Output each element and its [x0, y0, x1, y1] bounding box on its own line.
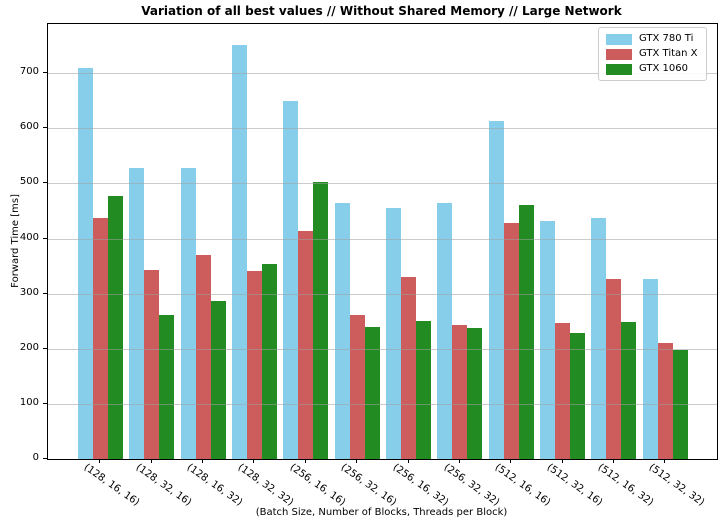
bar: [437, 203, 453, 459]
y-tick-mark: [43, 292, 47, 294]
y-tick-mark: [43, 402, 47, 404]
x-tick-label: (128, 32, 16): [133, 462, 193, 509]
y-tick-label: 700: [19, 66, 39, 78]
y-tick-label: 0: [32, 452, 39, 463]
bar: [210, 300, 226, 459]
legend-swatch-gtx-titan-x: [606, 48, 632, 60]
x-tick-label: (128, 32, 32): [236, 462, 296, 509]
gridline: [48, 128, 717, 130]
x-tick-mark: [253, 459, 255, 463]
x-tick-label: (512, 16, 16): [492, 462, 553, 509]
bar: [298, 230, 314, 459]
legend-swatch-gtx-1060: [606, 63, 632, 75]
bar: [261, 263, 277, 459]
x-tick-mark: [407, 459, 409, 463]
legend-swatch-gtx-780-ti: [606, 33, 632, 45]
bar: [231, 45, 247, 459]
gridline: [48, 238, 717, 240]
y-tick-mark: [43, 72, 47, 74]
y-tick-label: 100: [19, 396, 39, 408]
bar: [467, 328, 483, 459]
bar: [92, 217, 108, 459]
bar: [159, 315, 175, 459]
bar: [349, 315, 365, 459]
legend: GTX 780 Ti GTX Titan X GTX 1060: [598, 27, 707, 81]
legend-label: GTX 780 Ti: [639, 33, 694, 44]
bar: [540, 221, 555, 459]
x-tick-label: (512, 16, 32): [595, 462, 656, 509]
bar: [107, 196, 123, 459]
bar: [195, 255, 211, 459]
bar: [591, 218, 607, 459]
y-tick-mark: [43, 182, 47, 184]
y-tick-mark: [43, 237, 47, 239]
x-tick-label: (512, 32, 32): [646, 462, 707, 509]
y-tick-mark: [43, 458, 47, 459]
x-tick-label: (512, 32, 16): [544, 462, 604, 509]
bar: [503, 223, 519, 459]
bar: [180, 168, 196, 459]
bar: [555, 322, 570, 459]
bar: [129, 168, 145, 459]
y-tick-label: 600: [19, 121, 39, 133]
x-tick-mark: [304, 459, 306, 463]
x-tick-mark: [150, 459, 152, 463]
bar: [334, 203, 350, 459]
gridline: [48, 348, 717, 350]
y-tick-mark: [43, 127, 47, 129]
x-tick-mark: [561, 459, 563, 463]
bar: [657, 342, 673, 459]
y-tick-label: 400: [19, 231, 39, 243]
x-tick-label: (256, 16, 32): [390, 462, 450, 509]
bar: [621, 322, 637, 459]
gridline: [48, 73, 717, 75]
y-tick-label: 500: [19, 176, 39, 188]
x-tick-mark: [458, 459, 460, 463]
x-tick-mark: [510, 459, 512, 463]
x-tick-mark: [99, 459, 101, 463]
x-tick-label: (128, 16, 16): [81, 462, 142, 509]
bar: [77, 67, 93, 459]
bar: [144, 269, 160, 459]
bar: [518, 205, 534, 459]
bar: [386, 207, 401, 459]
x-tick-mark: [202, 459, 203, 463]
bar: [606, 278, 622, 459]
gridline: [48, 293, 717, 295]
bar: [416, 320, 431, 459]
chart-title: Variation of all best values // Without …: [141, 4, 622, 18]
gridline: [48, 403, 717, 405]
legend-item: GTX Titan X: [606, 48, 698, 60]
x-tick-mark: [664, 459, 666, 463]
plot-area: [47, 23, 718, 460]
legend-label: GTX Titan X: [639, 48, 698, 59]
x-tick-mark: [612, 459, 614, 463]
x-tick-label: (256, 32, 16): [338, 462, 399, 509]
gridline: [48, 183, 717, 185]
bar: [283, 101, 299, 459]
legend-item: GTX 1060: [606, 63, 698, 75]
bar: [488, 121, 504, 459]
bar: [570, 332, 585, 459]
y-tick-label: 300: [19, 286, 39, 298]
x-axis-title: (Batch Size, Number of Blocks, Threads p…: [255, 507, 508, 518]
bar: [313, 182, 329, 459]
x-tick-mark: [356, 459, 358, 463]
x-tick-label: (128, 16, 32): [184, 462, 245, 509]
bar: [401, 277, 416, 459]
y-tick-mark: [43, 347, 47, 349]
bar: [642, 278, 658, 459]
legend-label: GTX 1060: [639, 63, 688, 74]
x-tick-label: (256, 16, 16): [287, 462, 347, 509]
bar: [246, 271, 262, 459]
legend-item: GTX 780 Ti: [606, 33, 698, 45]
y-tick-label: 200: [19, 341, 39, 353]
x-tick-label: (256, 32, 32): [441, 462, 502, 509]
bar: [452, 324, 468, 459]
bar: [364, 326, 380, 459]
